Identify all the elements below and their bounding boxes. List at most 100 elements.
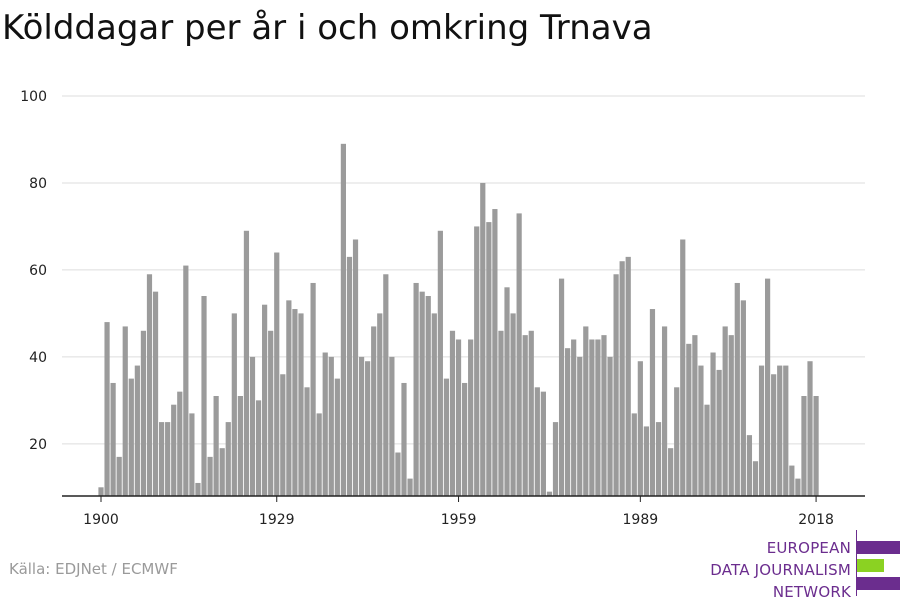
bar-2005 (734, 282, 740, 496)
bar-1957 (443, 378, 450, 496)
bar-1996 (680, 239, 686, 497)
bar-1948 (389, 356, 395, 496)
bar-1974 (546, 491, 553, 496)
logo-bar-purple-bottom (857, 577, 900, 590)
bar-1976 (558, 278, 565, 496)
bar-1922 (231, 313, 237, 496)
bar-1909 (152, 291, 159, 496)
bar-1917 (201, 296, 207, 496)
y-tick-label: 60 (29, 263, 47, 279)
bar-1972 (534, 387, 540, 496)
bar-2003 (722, 326, 728, 496)
bar-1946 (377, 313, 383, 496)
bar-2018 (813, 396, 819, 496)
bar-1985 (613, 274, 619, 496)
bar-1940 (340, 143, 346, 496)
bar-2014 (789, 465, 795, 496)
x-tick-label: 1929 (259, 512, 295, 528)
bar-1936 (316, 413, 322, 496)
bar-1932 (292, 309, 298, 496)
y-tick-label: 40 (29, 350, 47, 366)
bar-1991 (649, 309, 656, 496)
y-axis-ticks: 20 40 60 80 100 (20, 89, 47, 453)
bar-1938 (328, 356, 334, 496)
bar-1912 (171, 404, 177, 496)
bar-1968 (510, 313, 516, 496)
x-tick-label: 1959 (441, 512, 477, 528)
y-tick-label: 100 (20, 89, 47, 105)
source-note: Källa: EDJNet / ECMWF (9, 560, 178, 578)
bar-1990 (643, 426, 649, 496)
bar-1924 (243, 230, 250, 496)
bar-1910 (159, 422, 165, 496)
bar-1914 (183, 265, 189, 496)
bar-1954 (425, 296, 431, 496)
bar-1902 (110, 382, 116, 496)
bar-2006 (740, 300, 746, 496)
bar-1937 (322, 352, 328, 496)
logo-bar-purple-top (857, 541, 900, 554)
logo-bar-green (857, 559, 884, 572)
bar-2015 (795, 478, 801, 496)
bar-1916 (195, 482, 201, 496)
bar-1959 (455, 339, 462, 496)
bar-2007 (746, 435, 753, 496)
bar-1945 (371, 326, 377, 496)
bar-1961 (468, 339, 474, 496)
bar-1958 (449, 330, 456, 496)
logo-line-2: DATA JOURNALISM (710, 561, 851, 579)
bar-1999 (698, 365, 704, 496)
bar-1986 (619, 261, 625, 496)
bar-1928 (268, 330, 274, 496)
bar-1918 (207, 456, 213, 496)
bar-1998 (692, 335, 698, 496)
bar-2012 (777, 365, 783, 496)
bar-1964 (486, 222, 492, 496)
logo-line-1: EUROPEAN (766, 539, 851, 557)
bar-1907 (140, 330, 147, 496)
bar-1995 (674, 387, 680, 496)
x-tick-label: 2018 (798, 512, 834, 528)
bar-1977 (565, 348, 571, 496)
bar-1966 (498, 330, 504, 496)
bar-1943 (358, 356, 365, 496)
bar-1953 (419, 291, 425, 496)
bar-1983 (601, 335, 607, 496)
bar-1969 (516, 213, 522, 496)
bar-1980 (583, 326, 589, 496)
bar-1965 (492, 209, 498, 497)
bar-2002 (716, 369, 722, 496)
bar-1970 (522, 335, 528, 496)
bar-1913 (177, 391, 183, 496)
bar-1941 (346, 256, 353, 496)
bar-1952 (413, 282, 419, 496)
bar-1971 (528, 330, 534, 496)
bar-1987 (625, 256, 631, 496)
bar-1942 (352, 239, 359, 497)
bar-1927 (262, 304, 268, 496)
bar-1906 (134, 365, 140, 496)
bar-2000 (704, 404, 710, 496)
bar-1989 (637, 361, 643, 496)
bar-1963 (480, 182, 486, 496)
bar-1960 (462, 382, 468, 496)
bar-2001 (710, 352, 716, 496)
bar-1911 (165, 422, 171, 496)
logo-divider (856, 530, 857, 596)
bar-1967 (504, 287, 510, 496)
bar-1956 (437, 230, 443, 496)
bar-2008 (752, 461, 759, 496)
bar-1944 (365, 361, 371, 496)
bars (98, 143, 819, 497)
bar-1950 (401, 382, 407, 496)
bar-1923 (237, 396, 243, 496)
bar-1933 (298, 313, 304, 496)
bar-1934 (304, 387, 310, 496)
bar-2016 (801, 396, 807, 496)
bar-1978 (571, 339, 577, 496)
bar-1904 (122, 326, 128, 496)
bar-2017 (807, 361, 813, 496)
bar-1931 (286, 300, 292, 496)
bar-1975 (552, 422, 559, 496)
chart-title: Kölddagar per år i och omkring Trnava (2, 8, 653, 48)
